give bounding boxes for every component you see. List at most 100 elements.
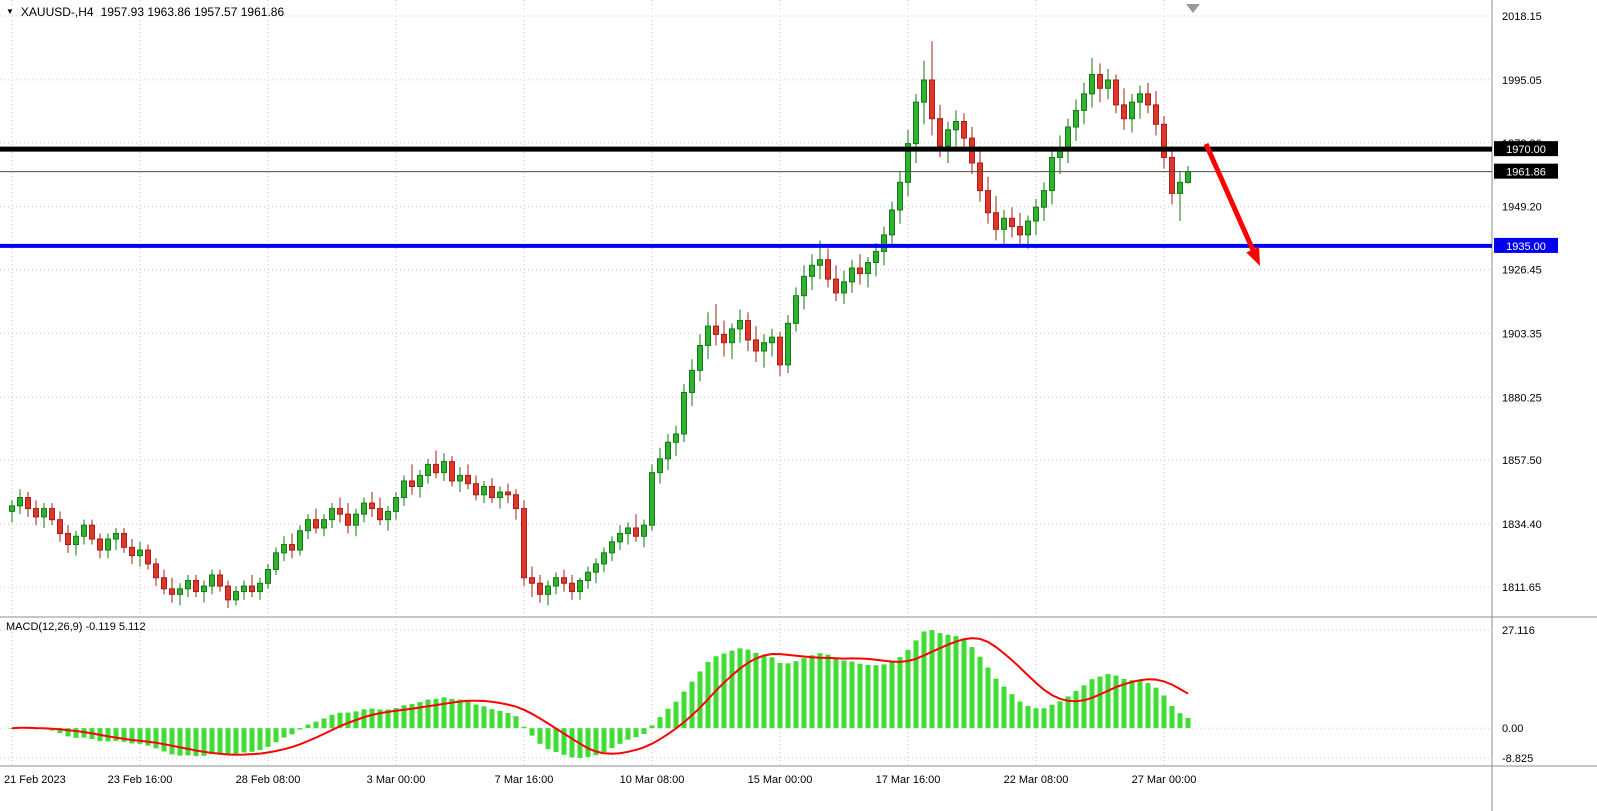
time-axis-label: 27 Mar 00:00 xyxy=(1132,774,1197,786)
macd-histogram-bar xyxy=(993,678,999,729)
candle-body xyxy=(505,491,511,496)
time-axis-label: 22 Mar 08:00 xyxy=(1004,774,1069,786)
macd-histogram-bar xyxy=(969,647,975,729)
macd-histogram-bar xyxy=(241,728,247,753)
candle-body xyxy=(201,585,207,593)
macd-histogram-bar xyxy=(977,656,983,729)
macd-histogram-bar xyxy=(689,681,695,729)
candle-body xyxy=(57,519,63,534)
candle-body xyxy=(385,510,391,521)
macd-histogram-bar xyxy=(945,634,951,729)
macd-histogram-bar xyxy=(897,657,903,729)
candle-body xyxy=(721,333,727,344)
macd-histogram-bar xyxy=(257,728,263,751)
current-price-badge-label: 1961.86 xyxy=(1506,167,1546,179)
candle-body xyxy=(777,336,783,366)
macd-histogram-bar xyxy=(193,728,199,757)
macd-histogram-bar xyxy=(505,712,511,729)
candle-body xyxy=(313,519,319,529)
candle-body xyxy=(761,342,767,352)
candle-body xyxy=(257,582,263,593)
candle-body xyxy=(529,577,535,584)
candle-body xyxy=(561,577,567,584)
candle-body xyxy=(169,588,175,595)
down-arrow-annotation[interactable] xyxy=(1203,142,1258,257)
candle-body xyxy=(601,552,607,565)
candle-body xyxy=(113,532,119,540)
candle-body xyxy=(65,532,71,546)
candle-body xyxy=(289,544,295,551)
price-axis-label: 1995.05 xyxy=(1502,75,1542,87)
macd-histogram-bar xyxy=(161,728,167,752)
macd-histogram-bar xyxy=(1081,685,1087,729)
candle-body xyxy=(841,281,847,294)
macd-histogram-bar xyxy=(265,728,271,747)
candle-body xyxy=(265,568,271,584)
candle-body xyxy=(129,546,135,557)
candle-body xyxy=(905,143,911,183)
candle-body xyxy=(97,538,103,551)
macd-histogram-bar xyxy=(841,660,847,729)
macd-histogram-bar xyxy=(585,728,591,758)
macd-histogram-bar xyxy=(929,630,935,729)
candle-body xyxy=(913,101,919,145)
macd-histogram-bar xyxy=(297,728,303,730)
candle-body xyxy=(753,339,759,352)
candle-body xyxy=(665,441,671,460)
candle-body xyxy=(297,530,303,551)
down-arrow-head-icon[interactable] xyxy=(1246,246,1260,266)
candle-body xyxy=(225,585,231,601)
candle-body xyxy=(1001,217,1007,230)
candle-body xyxy=(465,474,471,485)
candle-body xyxy=(1137,93,1143,103)
candle-body xyxy=(1065,126,1071,150)
macd-histogram-bar xyxy=(121,728,127,742)
candle-body xyxy=(1145,93,1151,106)
macd-signal-line xyxy=(11,637,1189,756)
candle-body xyxy=(33,508,39,518)
candle-body xyxy=(1121,104,1127,120)
candle-body xyxy=(849,267,855,283)
macd-histogram-bar xyxy=(593,728,599,756)
candle-body xyxy=(1169,156,1175,194)
candle-body xyxy=(617,532,623,543)
candle-body xyxy=(585,571,591,582)
macd-histogram-bar xyxy=(321,718,327,729)
support-1935-badge-label: 1935.00 xyxy=(1506,241,1546,253)
macd-histogram-bar xyxy=(889,661,895,729)
macd-histogram-bar xyxy=(185,728,191,756)
candle-body xyxy=(273,552,279,570)
macd-histogram-bar xyxy=(481,706,487,729)
macd-histogram-bar xyxy=(1001,686,1007,729)
candle-body xyxy=(89,524,95,540)
candle-body xyxy=(449,461,455,482)
candle-body xyxy=(801,275,807,297)
candle-body xyxy=(1041,190,1047,208)
macd-histogram-bar xyxy=(249,728,255,752)
macd-histogram-bar xyxy=(953,636,959,729)
price-axis-label: 1926.45 xyxy=(1502,265,1542,277)
candle-body xyxy=(745,320,751,341)
candle-body xyxy=(769,336,775,344)
macd-histogram-bar xyxy=(641,728,647,735)
candle-body xyxy=(825,259,831,280)
candle-body xyxy=(857,267,863,275)
candle-body xyxy=(945,129,951,147)
macd-histogram-bar xyxy=(329,714,335,729)
macd-histogram-bar xyxy=(553,728,559,753)
macd-histogram-bar xyxy=(537,728,543,744)
candle-body xyxy=(793,295,799,324)
candle-body xyxy=(177,588,183,595)
candle-body xyxy=(49,508,55,521)
candle-body xyxy=(393,497,399,512)
candle-body xyxy=(809,264,815,277)
macd-histogram-bar xyxy=(705,661,711,729)
macd-histogram-bar xyxy=(153,728,159,749)
price-axis-label: 1811.65 xyxy=(1502,582,1541,594)
candle-body xyxy=(545,585,551,595)
candle-body xyxy=(329,508,335,521)
candle-body xyxy=(209,574,215,587)
candle-body xyxy=(1161,123,1167,158)
chart-shift-marker-icon[interactable] xyxy=(1186,4,1200,13)
